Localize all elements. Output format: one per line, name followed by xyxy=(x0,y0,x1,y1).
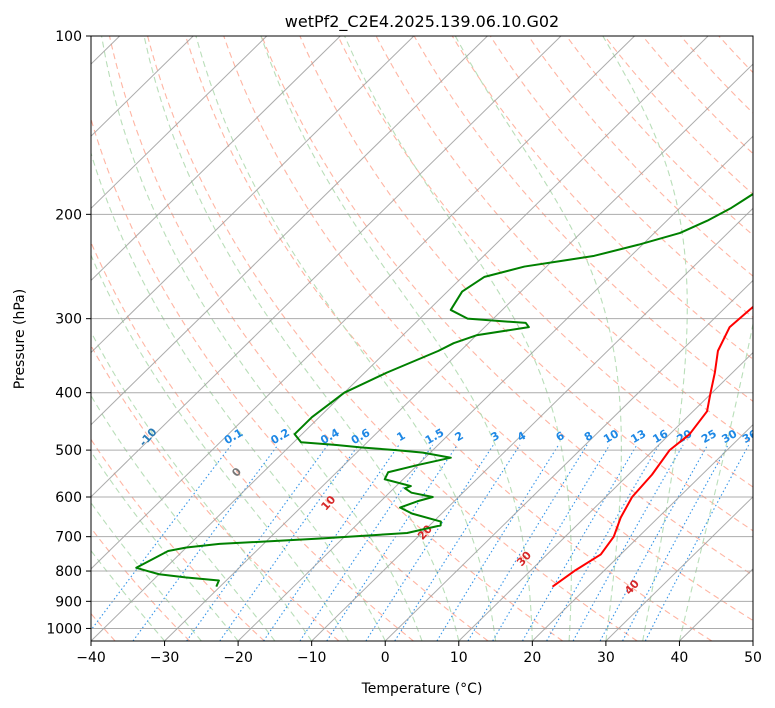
mixing-ratio-line xyxy=(546,444,660,641)
moist-adiabats xyxy=(91,36,753,641)
isotherm-gridlines xyxy=(91,36,753,641)
x-tick-label: 40 xyxy=(671,650,689,666)
isotherm-line xyxy=(91,36,341,282)
dry-adiabat-line xyxy=(413,36,753,402)
mixing-ratio-lines xyxy=(91,444,750,641)
x-axis: −40 −30 −20 −10 0 10 20 30 40 50 xyxy=(76,641,762,666)
isotherm-line xyxy=(458,351,753,641)
mixing-ratio-line xyxy=(436,444,560,641)
moist-adiabat-line xyxy=(344,36,572,641)
y-tick-label: 900 xyxy=(55,594,82,610)
isotherm-line xyxy=(237,135,753,641)
dry-adiabat-line xyxy=(337,36,753,488)
x-tick-label: 30 xyxy=(597,650,615,666)
isotherm-line xyxy=(311,207,753,641)
plot-frame xyxy=(90,35,754,642)
isotherm-line xyxy=(91,36,562,498)
dry-adiabat-line xyxy=(489,36,753,319)
mixing-ratio-line xyxy=(132,444,279,641)
sounding-traces xyxy=(135,192,753,588)
isotherm-line xyxy=(531,423,753,641)
x-tick-label: −20 xyxy=(223,650,253,666)
isotherm-line xyxy=(91,36,709,641)
moist-adiabat-line xyxy=(454,36,622,641)
y-tick-label: 700 xyxy=(55,530,82,546)
isotherm-line xyxy=(91,36,415,354)
x-tick-label: −40 xyxy=(76,650,106,666)
moist-adiabat-line xyxy=(100,36,423,641)
y-tick-label: 800 xyxy=(55,564,82,580)
y-tick-label: 600 xyxy=(55,490,82,506)
x-tick-label: 10 xyxy=(450,650,468,666)
mixing-ratio-line xyxy=(219,444,359,641)
chart-title: wetPf2_C2E4.2025.139.06.10.G02 xyxy=(285,12,559,32)
dry-adiabat-line xyxy=(299,36,753,532)
dry-adiabat-line xyxy=(451,36,753,360)
moist-adiabat-line xyxy=(91,549,165,641)
moist-adiabat-line xyxy=(195,36,497,641)
x-axis-title: Temperature (°C) xyxy=(361,681,483,697)
x-tick-label: −10 xyxy=(297,650,327,666)
isotherm-line xyxy=(605,496,753,641)
y-axis-title: Pressure (hPa) xyxy=(12,289,28,389)
y-tick-label: 300 xyxy=(55,312,82,328)
y-tick-label: 100 xyxy=(55,29,82,45)
isotherm-line xyxy=(91,36,268,210)
x-tick-label: 20 xyxy=(523,650,541,666)
dry-adiabat-line xyxy=(185,36,713,641)
mixing-ratio-line xyxy=(521,444,638,641)
y-tick-label: 500 xyxy=(55,443,82,459)
mixing-ratio-line xyxy=(91,444,232,631)
dry-adiabat-line xyxy=(91,117,489,641)
dry-adiabat-line xyxy=(527,36,753,277)
mixing-ratio-line xyxy=(644,444,750,641)
y-tick-label: 1000 xyxy=(46,621,82,637)
moist-adiabat-line xyxy=(91,501,202,641)
dry-adiabat-line xyxy=(108,36,563,641)
x-tick-label: 0 xyxy=(381,650,390,666)
dry-adiabat-line xyxy=(147,36,638,641)
plot-area: 0.10.20.40.611.52346810131620253036-100-… xyxy=(91,36,753,641)
moist-adiabat-line xyxy=(602,36,688,641)
moist-adiabat-line xyxy=(678,321,753,641)
dry-adiabat-line xyxy=(604,36,753,196)
isotherm-line xyxy=(384,279,753,641)
isobar-gridlines xyxy=(91,36,753,629)
moist-adiabat-line xyxy=(260,36,533,641)
mixing-ratio-line xyxy=(572,444,684,641)
mixing-ratio-line xyxy=(599,444,709,641)
y-tick-label: 200 xyxy=(55,207,82,223)
moist-adiabat-line xyxy=(143,36,460,641)
dry-adiabat-line xyxy=(223,36,753,622)
dry-adiabat-line xyxy=(91,344,340,641)
y-tick-label: 400 xyxy=(55,386,82,402)
moist-adiabat-line xyxy=(91,151,386,641)
dry-adiabat-line xyxy=(261,36,753,576)
dry-adiabat-line xyxy=(91,527,191,641)
moist-adiabat-line xyxy=(91,253,349,641)
temperature-trace xyxy=(551,305,753,588)
mixing-ratio-line xyxy=(365,444,494,641)
moist-adiabat-line xyxy=(91,450,239,641)
dewpoint-trace xyxy=(135,192,753,588)
mixing-ratio-line xyxy=(299,444,434,641)
isotherm-line xyxy=(91,36,488,426)
dry-adiabat-line xyxy=(91,438,265,641)
moist-adiabat-line xyxy=(91,394,276,641)
isotherm-line xyxy=(91,36,635,570)
dry-adiabat-line xyxy=(642,36,753,155)
x-tick-label: −30 xyxy=(150,650,180,666)
isotherm-line xyxy=(164,63,753,641)
mixing-ratio-line xyxy=(326,444,458,641)
x-tick-label: 50 xyxy=(744,650,762,666)
y-axis: 100 200 300 400 500 600 700 800 900 1000 xyxy=(46,29,91,637)
mixing-ratio-line xyxy=(186,444,329,641)
